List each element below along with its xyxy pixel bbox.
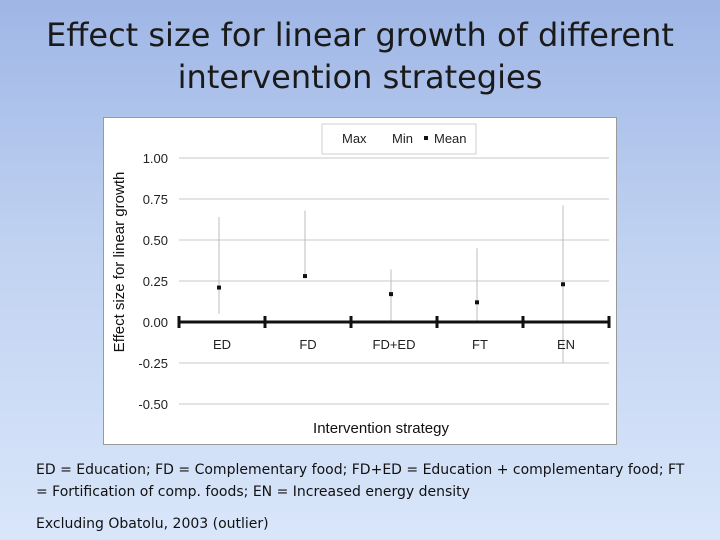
y-tick-label-1: 0.75 [143, 192, 168, 207]
slide-title: Effect size for linear growth of differe… [40, 14, 680, 98]
x-tick-label-EN: EN [557, 337, 575, 352]
y-tick-label-2: 0.50 [143, 233, 168, 248]
x-tick-label-FD: FD [299, 337, 316, 352]
chart-svg: 1.00 0.75 0.50 0.25 0.00 -0.25 -0.50 ED FD FD+ED… [111, 123, 611, 437]
slide-title-line1: Effect size for linear growth of differe… [46, 16, 674, 54]
mean-marker-FD+ED [389, 292, 393, 297]
x-tick-label-FT: FT [472, 337, 488, 352]
x-tick-label-FD+ED: FD+ED [373, 337, 416, 352]
legend-item-max: Max [342, 131, 367, 146]
y-tick-label-6: -0.50 [138, 397, 168, 412]
mean-marker-FD [303, 274, 307, 279]
footnote-abbreviations: ED = Education; FD = Complementary food;… [36, 462, 685, 500]
axis-layer [177, 316, 611, 328]
x-axis-title: Intervention strategy [313, 420, 449, 437]
ytick-layer: 1.00 0.75 0.50 0.25 0.00 -0.25 -0.50 [138, 151, 168, 412]
mean-layer [217, 274, 565, 305]
mean-marker-EN [561, 282, 565, 287]
y-tick-label-5: -0.25 [138, 356, 168, 371]
mean-marker-ED [217, 285, 221, 290]
y-tick-label-3: 0.25 [143, 274, 168, 289]
legend-box [321, 123, 477, 155]
legend-mean-marker [424, 136, 428, 140]
xtick-layer: ED FD FD+ED FT EN [213, 337, 575, 352]
grid-layer [179, 157, 609, 405]
y-tick-label-4: 0.00 [143, 315, 168, 330]
legend-item-mean: Mean [434, 131, 467, 146]
legend-item-min: Min [392, 131, 413, 146]
slide-title-line2: intervention strategies [177, 58, 543, 96]
footnote-exclusion: Excluding Obatolu, 2003 (outlier) [36, 516, 269, 532]
mean-marker-FT [475, 300, 479, 305]
y-tick-label-0: 1.00 [143, 151, 168, 166]
legend: Max Min Mean [321, 123, 477, 155]
x-tick-label-ED: ED [213, 337, 231, 352]
chart-panel: 1.00 0.75 0.50 0.25 0.00 -0.25 -0.50 ED FD FD+ED… [103, 117, 617, 445]
y-axis-title: Effect size for linear growth [111, 172, 128, 353]
